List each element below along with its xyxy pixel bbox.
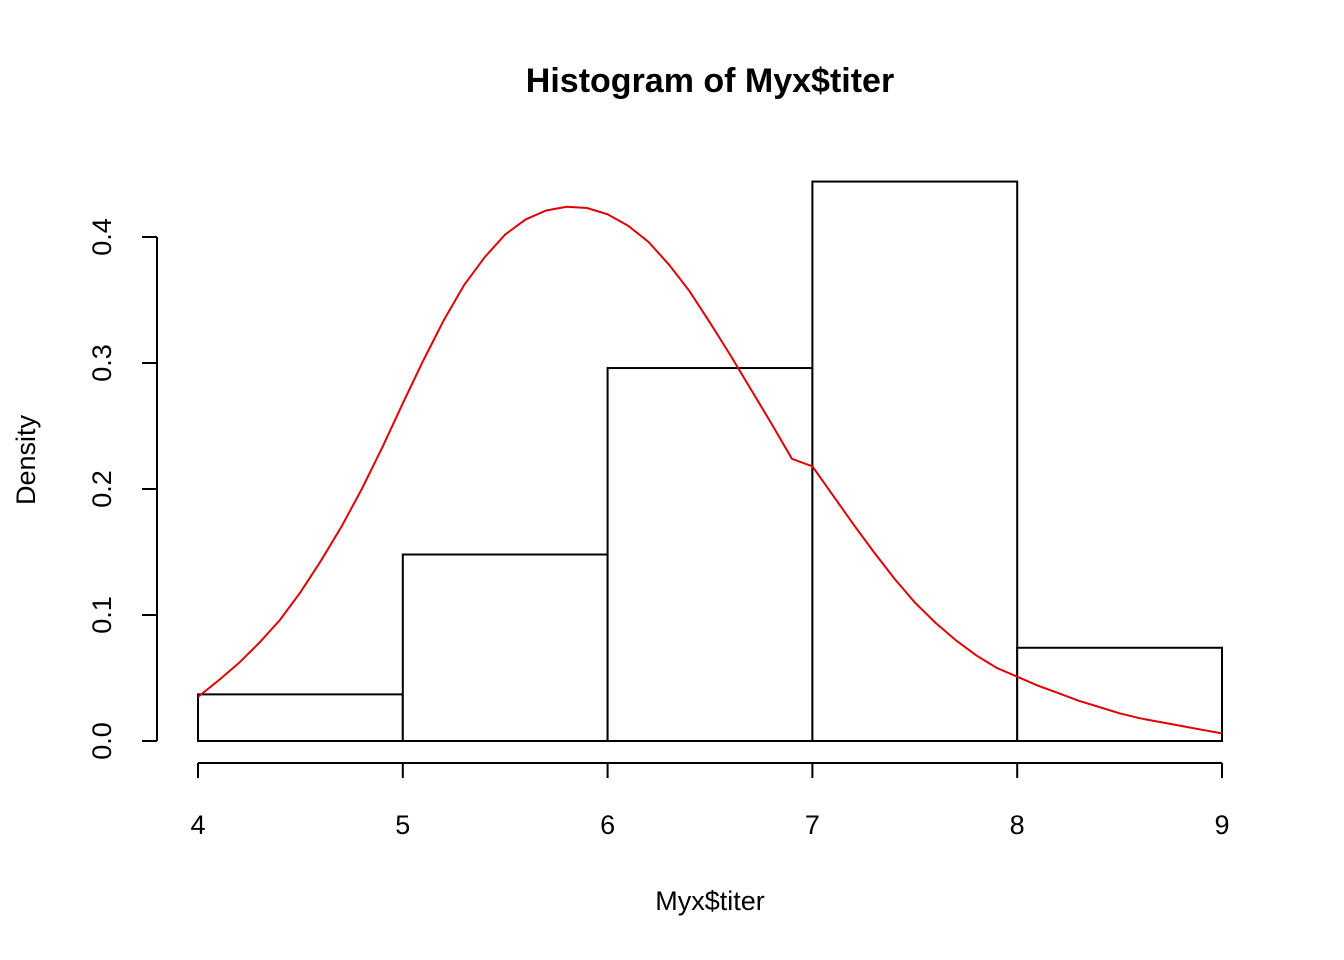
x-tick-label: 6	[600, 810, 615, 840]
density-curve	[197, 205, 1223, 735]
histogram-bar-4	[811, 180, 1019, 742]
x-axis-label: Myx$titer	[655, 886, 765, 916]
histogram-bar-2	[401, 553, 609, 743]
histogram-bar-1	[197, 693, 404, 743]
histogram-bar-5	[1016, 646, 1224, 743]
y-tick-label: 0.3	[87, 344, 117, 382]
x-tick-label: 8	[1010, 810, 1025, 840]
x-tick-label: 7	[805, 810, 820, 840]
x-tick-label: 9	[1214, 810, 1229, 840]
histogram-bar-3	[606, 367, 814, 742]
y-tick-label: 0.2	[87, 470, 117, 508]
x-axis: 4 5 6 7 8 9	[190, 762, 1230, 840]
chart-title: Histogram of Myx$titer	[526, 62, 894, 100]
x-tick-label: 4	[190, 810, 205, 840]
y-axis: 0.0 0.1 0.2 0.3 0.4	[87, 218, 158, 760]
x-tick-label: 5	[395, 810, 410, 840]
y-tick-label: 0.4	[87, 218, 117, 256]
y-tick-label: 0.0	[87, 722, 117, 760]
y-tick-label: 0.1	[87, 596, 117, 634]
y-axis-label: Density	[11, 414, 41, 505]
bars-group	[197, 180, 1224, 743]
